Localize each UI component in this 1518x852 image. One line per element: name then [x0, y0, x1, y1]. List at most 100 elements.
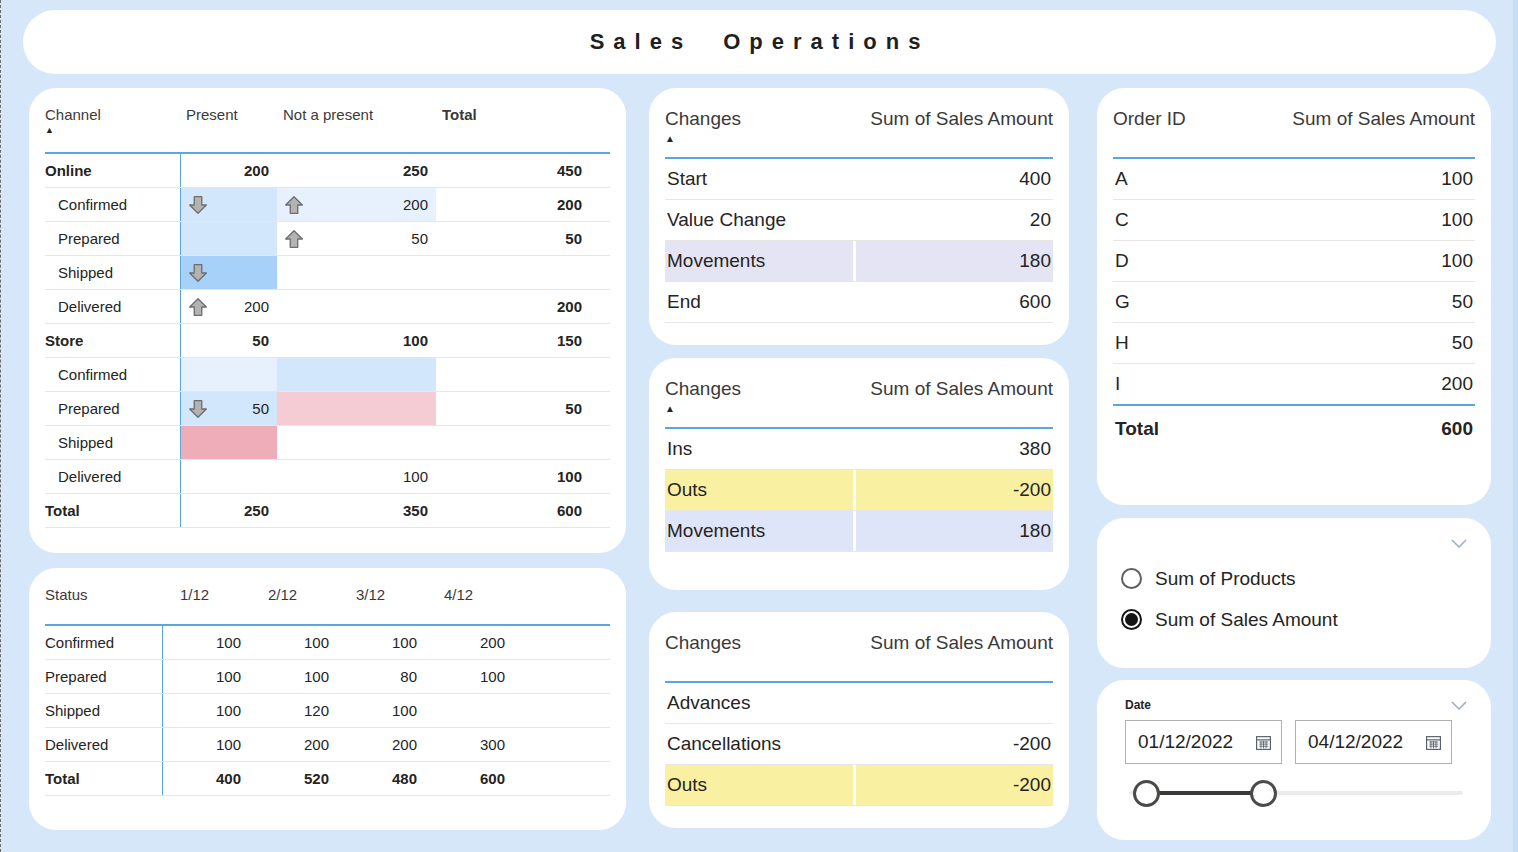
matrix-column-header-not-a-present[interactable]: Not a present [277, 106, 436, 148]
date-range-slider[interactable] [1129, 778, 1463, 808]
matrix-row[interactable]: Delivered100100 [45, 460, 610, 494]
changes-row-label[interactable]: Movements [665, 511, 853, 551]
calendar-icon[interactable] [1425, 734, 1442, 751]
matrix-cell[interactable] [277, 290, 436, 323]
status-row-label[interactable]: Delivered [45, 728, 162, 761]
order-column-header-value[interactable]: Sum of Sales Amount [1292, 108, 1475, 152]
status-cell[interactable]: 100 [162, 660, 250, 693]
matrix-cell[interactable] [277, 392, 436, 425]
status-cell[interactable]: 80 [338, 660, 426, 693]
matrix-row-label[interactable]: Shipped [45, 426, 180, 459]
order-row[interactable]: D100 [1113, 241, 1475, 282]
status-row[interactable]: Prepared10010080100 [45, 660, 610, 694]
chevron-down-icon[interactable] [1451, 696, 1467, 714]
matrix-cell[interactable] [277, 256, 436, 289]
changes-row-label[interactable]: Value Change [665, 200, 853, 240]
matrix-column-header-present[interactable]: Present [180, 106, 277, 148]
status-cell[interactable]: 100 [250, 626, 338, 659]
chevron-down-icon[interactable] [1451, 534, 1467, 552]
matrix-row[interactable]: Store50100150 [45, 324, 610, 358]
order-row-label[interactable]: C [1113, 200, 1301, 240]
order-row[interactable]: H50 [1113, 323, 1475, 364]
slider-handle-end[interactable] [1250, 780, 1277, 807]
changes-row-label[interactable]: Movements [665, 241, 853, 281]
changes-row[interactable]: Ins380 [665, 429, 1053, 470]
status-cell[interactable]: 100 [426, 660, 514, 693]
matrix-cell[interactable]: 100 [277, 324, 436, 357]
date-end-input[interactable]: 04/12/2022 [1295, 720, 1452, 764]
matrix-row[interactable]: Delivered200200 [45, 290, 610, 324]
order-total-row[interactable]: Total600 [1113, 404, 1475, 452]
matrix-cell[interactable]: 50 [436, 392, 590, 425]
status-cell[interactable]: 100 [162, 728, 250, 761]
matrix-cell[interactable] [277, 426, 436, 459]
matrix-cell[interactable] [180, 460, 277, 493]
status-row[interactable]: Total400520480600 [45, 762, 610, 796]
matrix-cell[interactable]: 450 [436, 154, 590, 187]
changes-column-header-left[interactable]: Changes▲ [665, 378, 741, 422]
order-row-label[interactable]: D [1113, 241, 1301, 281]
matrix-row[interactable]: Confirmed200200 [45, 188, 610, 222]
matrix-row[interactable]: Online200250450 [45, 154, 610, 188]
changes-row-value[interactable]: -200 [856, 765, 1053, 805]
changes-row-value[interactable]: 380 [856, 429, 1053, 469]
changes-row-value[interactable]: 600 [856, 282, 1053, 322]
metric-option[interactable]: Sum of Products [1121, 558, 1475, 599]
changes-row[interactable]: Start400 [665, 159, 1053, 200]
matrix-cell[interactable] [436, 358, 590, 391]
matrix-row-label[interactable]: Delivered [45, 460, 180, 493]
changes-row-value[interactable]: -200 [856, 724, 1053, 764]
changes-row-value[interactable]: 20 [856, 200, 1053, 240]
matrix-cell[interactable]: 50 [180, 324, 277, 357]
status-cell[interactable]: 100 [338, 626, 426, 659]
order-row-value[interactable]: 100 [1304, 200, 1475, 240]
status-cell[interactable]: 100 [250, 660, 338, 693]
changes-row-label[interactable]: Outs [665, 470, 853, 510]
matrix-row-label[interactable]: Shipped [45, 256, 180, 289]
matrix-cell[interactable]: 350 [277, 494, 436, 527]
changes-row[interactable]: Movements180 [665, 511, 1053, 552]
matrix-cell[interactable]: 600 [436, 494, 590, 527]
matrix-row-label[interactable]: Total [45, 494, 180, 527]
order-row-label[interactable]: H [1113, 323, 1301, 363]
changes-row[interactable]: Advances [665, 683, 1053, 724]
radio-selected-icon[interactable] [1121, 609, 1142, 630]
status-row[interactable]: Confirmed100100100200 [45, 626, 610, 660]
matrix-cell[interactable] [180, 188, 277, 221]
matrix-cell[interactable] [436, 256, 590, 289]
matrix-row-label[interactable]: Store [45, 324, 180, 357]
matrix-cell[interactable] [180, 426, 277, 459]
changes-row-label[interactable]: Cancellations [665, 724, 853, 764]
status-cell[interactable]: 120 [250, 694, 338, 727]
changes-row[interactable]: Cancellations-200 [665, 724, 1053, 765]
order-row-label[interactable]: G [1113, 282, 1301, 322]
status-cell[interactable]: 300 [426, 728, 514, 761]
changes-row-value[interactable]: 180 [856, 511, 1053, 551]
status-column-header[interactable]: 3/12 [338, 586, 426, 614]
matrix-row-label[interactable]: Delivered [45, 290, 180, 323]
matrix-row[interactable]: Prepared5050 [45, 222, 610, 256]
matrix-cell[interactable]: 250 [277, 154, 436, 187]
order-row-value[interactable]: 50 [1304, 323, 1475, 363]
order-row-label[interactable]: I [1113, 364, 1301, 404]
changes-row-value[interactable]: 400 [856, 159, 1053, 199]
order-row[interactable]: I200 [1113, 364, 1475, 404]
matrix-row[interactable]: Prepared5050 [45, 392, 610, 426]
matrix-row-label[interactable]: Online [45, 154, 180, 187]
matrix-cell[interactable]: 150 [436, 324, 590, 357]
calendar-icon[interactable] [1255, 734, 1272, 751]
changes-column-header-left[interactable]: Changes▲ [665, 108, 741, 152]
changes-row[interactable]: End600 [665, 282, 1053, 323]
matrix-row-label[interactable]: Confirmed [45, 188, 180, 221]
matrix-cell[interactable]: 50 [436, 222, 590, 255]
matrix-cell[interactable]: 200 [180, 290, 277, 323]
changes-row-value[interactable]: 180 [856, 241, 1053, 281]
matrix-cell[interactable]: 100 [277, 460, 436, 493]
changes-row[interactable]: Outs-200 [665, 470, 1053, 511]
matrix-cell[interactable]: 200 [436, 290, 590, 323]
changes-row-label[interactable]: Outs [665, 765, 853, 805]
matrix-cell[interactable] [277, 358, 436, 391]
slider-handle-start[interactable] [1133, 780, 1160, 807]
status-cell[interactable]: 480 [338, 762, 426, 795]
status-cell[interactable]: 200 [426, 626, 514, 659]
